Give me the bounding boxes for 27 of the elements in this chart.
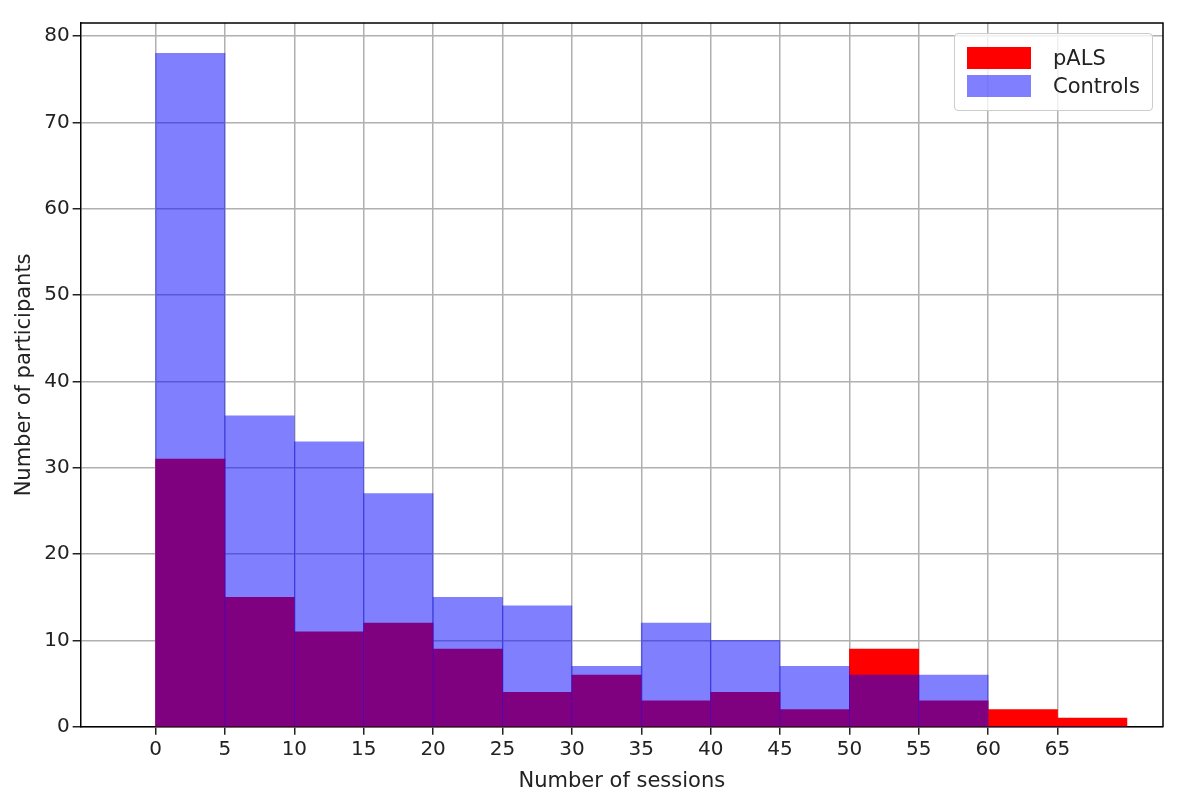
x-tick-label: 30 <box>559 736 585 760</box>
x-tick-label: 60 <box>975 736 1001 760</box>
y-tick-label: 30 <box>44 453 70 478</box>
y-tick-label: 10 <box>44 626 70 651</box>
y-tick-label: 20 <box>44 540 70 565</box>
x-tick-label: 55 <box>906 736 932 760</box>
x-tick-label: 15 <box>351 736 377 760</box>
y-tick-label: 0 <box>56 713 70 737</box>
y-axis-title: Number of participants <box>11 253 36 497</box>
legend-label: pALS <box>1053 46 1106 70</box>
x-tick-label: 45 <box>767 736 793 760</box>
x-tick-label: 25 <box>489 736 516 760</box>
x-tick-label: 10 <box>281 736 308 760</box>
x-axis-title: Number of sessions <box>518 767 726 792</box>
x-tick-label: 0 <box>149 736 162 760</box>
y-tick-label: 60 <box>44 194 70 219</box>
x-tick-label: 35 <box>628 736 654 760</box>
x-tick-label: 65 <box>1044 736 1071 760</box>
y-tick-label: 40 <box>44 367 70 392</box>
y-tick-label: 70 <box>44 108 70 133</box>
x-tick-label: 40 <box>697 736 724 760</box>
x-tick-label: 5 <box>218 736 232 760</box>
x-tick-label: 20 <box>420 736 446 760</box>
x-tick-label: 50 <box>836 736 863 760</box>
y-tick-label: 50 <box>44 281 70 306</box>
y-tick-label: 80 <box>44 22 70 47</box>
legend-label: Controls <box>1053 74 1140 98</box>
